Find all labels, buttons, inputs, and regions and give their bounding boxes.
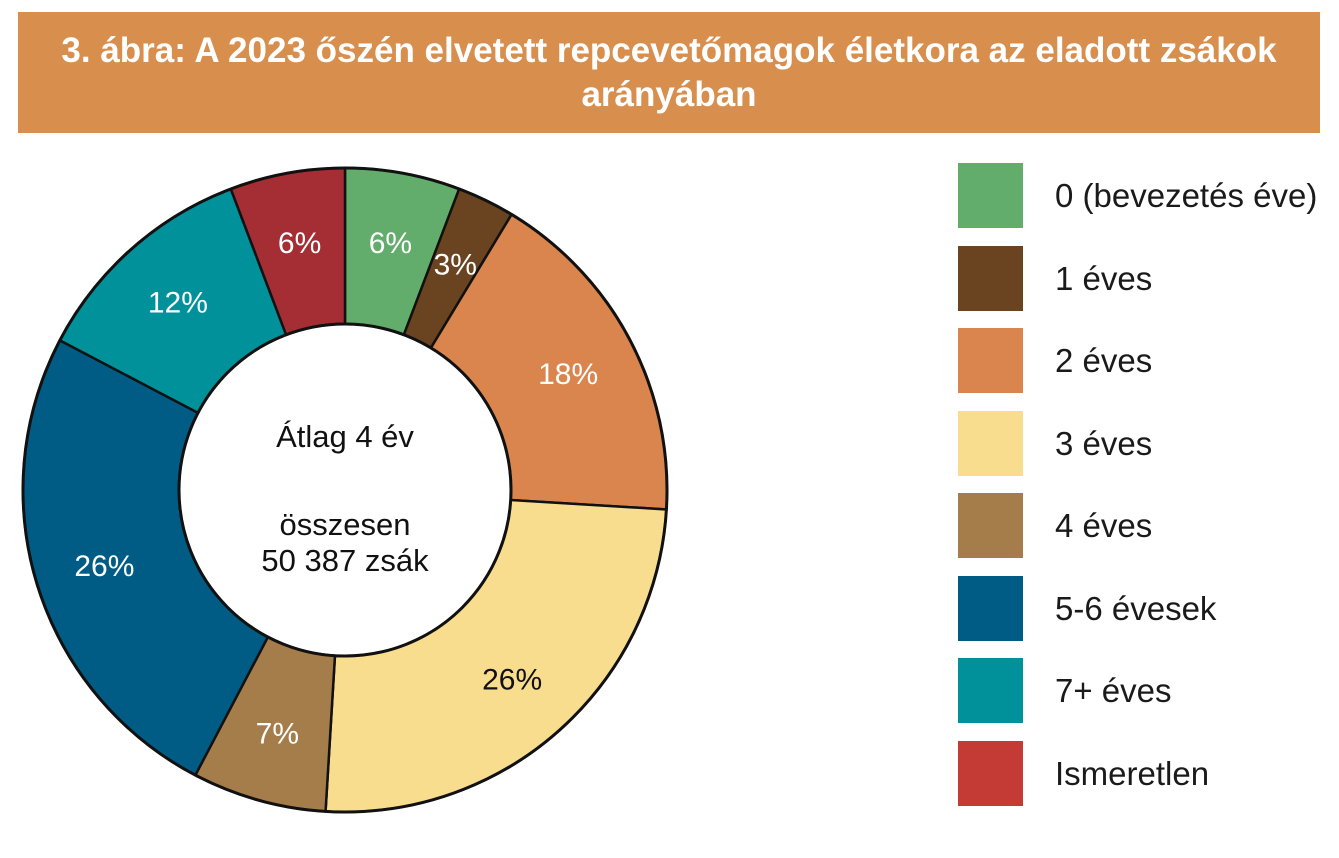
- slice-label-5-6-vesek: 26%: [74, 550, 134, 583]
- legend-label: 0 (bevezetés éve): [1055, 177, 1318, 214]
- slice-label-1-ves: 3%: [434, 248, 477, 281]
- slice-label-ismeretlen: 6%: [278, 227, 321, 260]
- legend-label: 1 éves: [1055, 259, 1153, 297]
- outer-ring-outline: [21, 166, 669, 814]
- legend-swatch: [958, 245, 1023, 311]
- center-total-value: 50 387 zsák: [261, 543, 429, 578]
- legend-label: Ismeretlen: [1055, 754, 1210, 792]
- title-bar: 3. ábra: A 2023 őszén elvetett repcevető…: [18, 12, 1320, 133]
- slice-label-0-bevezet-s-ve: 6%: [369, 227, 412, 260]
- legend-item-3-ves: 3 éves: [958, 410, 1338, 477]
- legend-label: 4 éves: [1055, 507, 1153, 544]
- legend-item-ismeretlen: Ismeretlen: [958, 740, 1338, 807]
- legend-item-0-bevezet-s-ve: 0 (bevezetés éve): [958, 163, 1338, 229]
- legend-label: 7+ éves: [1055, 672, 1172, 709]
- legend-swatch: [958, 493, 1023, 558]
- legend-item-1-ves: 1 éves: [958, 245, 1338, 312]
- inner-ring-outline: [177, 322, 513, 658]
- legend-item-4-ves: 4 éves: [958, 493, 1338, 559]
- slices-group: [21, 166, 669, 814]
- legend-item-2-ves: 2 éves: [958, 328, 1338, 394]
- center-average-label: Átlag 4 év: [276, 419, 414, 454]
- donut-chart: 6% 3% 18% 26% 7% 26% 12% 6% Átlag 4 év összesen…: [21, 166, 669, 814]
- chart-title: 3. ábra: A 2023 őszén elvetett repcevető…: [61, 30, 1277, 114]
- legend-label: 3 éves: [1055, 424, 1153, 462]
- legend-label: 5-6 évesek: [1055, 589, 1217, 627]
- legend-swatch: [958, 163, 1023, 228]
- slice-label-3-ves: 26%: [482, 664, 542, 697]
- center-total-label: összesen: [280, 507, 411, 542]
- slice-label-7-ves: 12%: [148, 286, 208, 319]
- legend-swatch: [958, 575, 1023, 641]
- legend-swatch: [958, 410, 1023, 476]
- legend-item-7-ves: 7+ éves: [958, 658, 1338, 724]
- legend-swatch: [958, 328, 1023, 393]
- legend-item-5-6-vesek: 5-6 évesek: [958, 575, 1338, 642]
- legend-swatch: [958, 740, 1023, 806]
- legend-swatch: [958, 658, 1023, 723]
- slice-labels-group: 6% 3% 18% 26% 7% 26% 12% 6%: [74, 227, 598, 751]
- legend-label: 2 éves: [1055, 342, 1153, 379]
- slice-label-4-ves: 7%: [256, 718, 299, 751]
- slice-label-2-ves: 18%: [538, 358, 598, 391]
